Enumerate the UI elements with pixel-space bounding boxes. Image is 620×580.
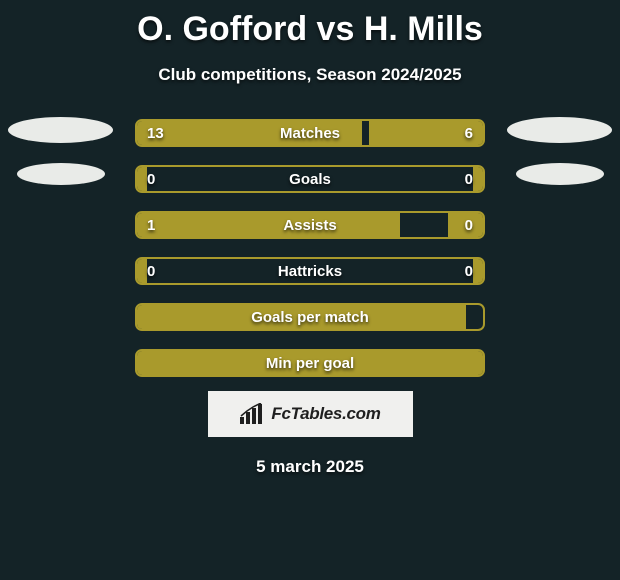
left-avatar-stack — [8, 117, 113, 185]
stat-row: Goals per match — [135, 303, 485, 331]
stat-label: Goals — [137, 167, 483, 191]
stat-label: Hattricks — [137, 259, 483, 283]
bars-icon — [239, 403, 265, 425]
stat-value-left: 0 — [147, 259, 155, 283]
stat-rows: 136Matches00Goals10Assists00HattricksGoa… — [135, 119, 485, 377]
stat-row: 00Goals — [135, 165, 485, 193]
right-avatar-stack — [507, 117, 612, 185]
stat-fill-left — [137, 305, 466, 329]
stat-fill-right — [473, 167, 483, 191]
brand-badge: FcTables.com — [208, 391, 413, 437]
page-title: O. Gofford vs H. Mills — [0, 0, 620, 49]
stat-fill-left — [137, 213, 400, 237]
avatar-placeholder — [17, 163, 105, 185]
avatar-placeholder — [516, 163, 604, 185]
stat-row: 136Matches — [135, 119, 485, 147]
stat-row: 10Assists — [135, 211, 485, 239]
stat-fill-right — [473, 259, 483, 283]
stat-fill-left — [137, 121, 362, 145]
stat-fill-right — [448, 213, 483, 237]
stat-fill-left — [137, 351, 483, 375]
stat-fill-left — [137, 167, 147, 191]
brand-text: FcTables.com — [271, 404, 380, 424]
stat-fill-left — [137, 259, 147, 283]
avatar-placeholder — [8, 117, 113, 143]
comparison-content: 136Matches00Goals10Assists00HattricksGoa… — [0, 119, 620, 377]
stat-fill-right — [369, 121, 483, 145]
stat-value-left: 0 — [147, 167, 155, 191]
stat-row: Min per goal — [135, 349, 485, 377]
avatar-placeholder — [507, 117, 612, 143]
stat-row: 00Hattricks — [135, 257, 485, 285]
date-text: 5 march 2025 — [0, 457, 620, 477]
subtitle: Club competitions, Season 2024/2025 — [0, 65, 620, 85]
